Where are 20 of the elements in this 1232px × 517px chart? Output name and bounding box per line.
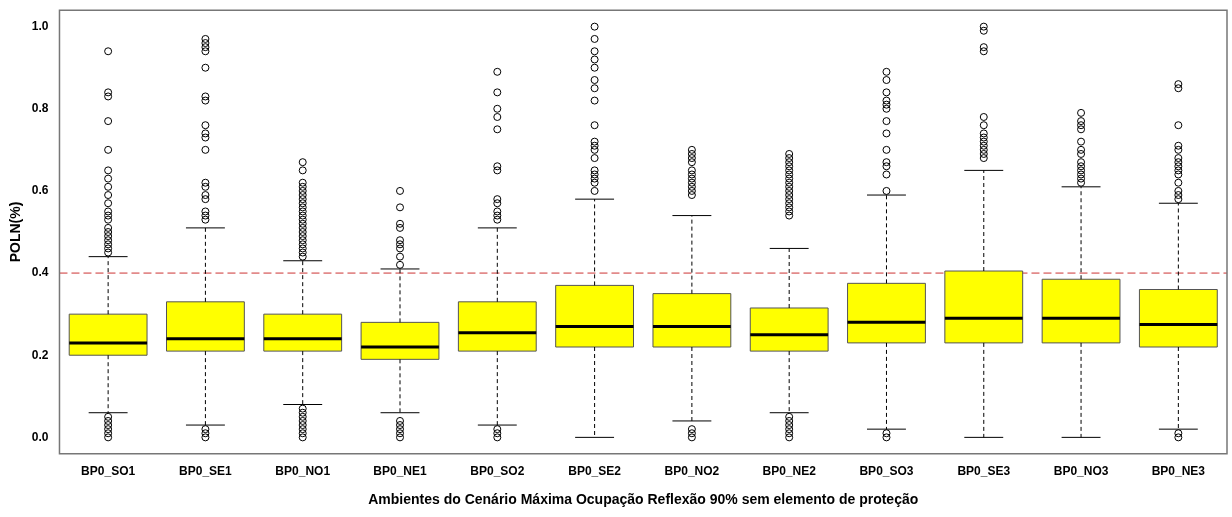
x-tick-label: BP0_NO2 xyxy=(664,464,720,479)
x-tick-label: BP0_NO1 xyxy=(275,464,331,479)
y-tick-label: 1.0 xyxy=(31,18,49,33)
x-tick-label: BP0_SO2 xyxy=(470,464,525,479)
x-tick-label: BP0_NE2 xyxy=(762,464,817,479)
x-tick-label: BP0_NE3 xyxy=(1151,464,1206,479)
x-tick-label: BP0_SE1 xyxy=(179,464,233,479)
y-tick-label: 0.0 xyxy=(31,429,49,444)
x-tick-label: BP0_SE3 xyxy=(957,464,1011,479)
y-tick-label: 0.8 xyxy=(31,101,49,116)
y-tick-label: 0.2 xyxy=(31,347,49,362)
x-axis-title: Ambientes do Cenário Máxima Ocupação Reflexão 90% sem elemento de proteção xyxy=(368,491,919,508)
y-axis-title: POLN(%) xyxy=(7,201,24,263)
y-tick-label: 0.4 xyxy=(31,265,49,280)
x-tick-label: BP0_SE2 xyxy=(568,464,622,479)
x-tick-label: BP0_NE1 xyxy=(373,464,428,479)
y-tick-label: 0.6 xyxy=(31,183,49,198)
x-tick-label: BP0_SO3 xyxy=(859,464,914,479)
x-tick-label: BP0_SO1 xyxy=(81,464,136,479)
x-tick-label: BP0_NO3 xyxy=(1053,464,1109,479)
